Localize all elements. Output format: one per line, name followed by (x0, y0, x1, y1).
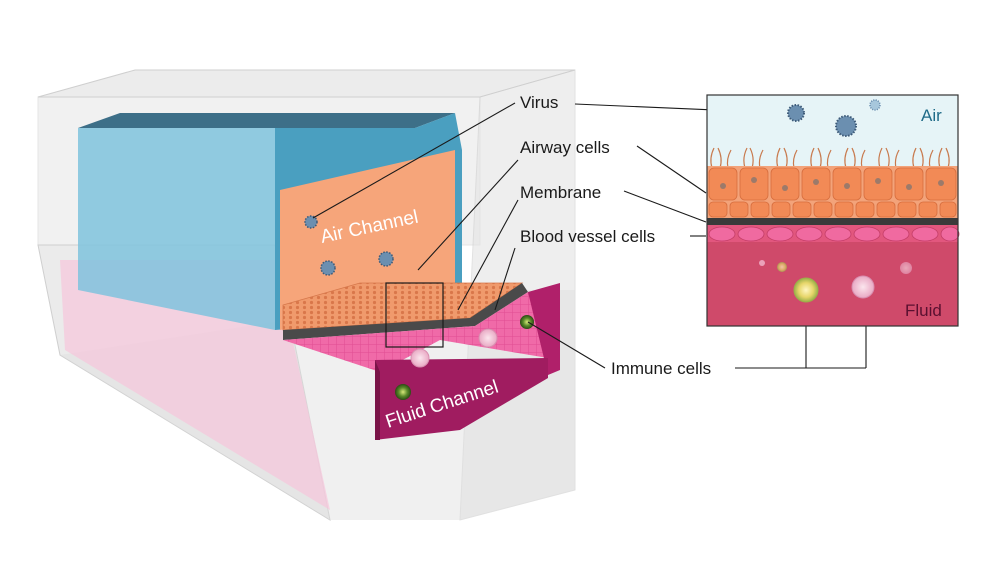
label-airway-cells: Airway cells (520, 138, 610, 157)
virus-chip-2 (320, 260, 336, 276)
label-immune-cells: Immune cells (611, 359, 711, 378)
immune-cell-chip-4 (395, 384, 411, 400)
virus-chip-1 (304, 215, 318, 229)
inset-panel: Air Fluid (706, 94, 960, 327)
immune-cell-inset-4 (900, 262, 912, 274)
membrane-layer (283, 283, 528, 340)
air-channel-top (78, 113, 455, 128)
immune-cell-inset-2 (851, 275, 875, 299)
immune-cell-inset-3 (777, 262, 787, 272)
inset-air-label: Air (921, 106, 942, 125)
callout-labels: Virus Airway cells Membrane Blood vessel… (520, 93, 711, 378)
fluid-channel-right-wall (528, 283, 560, 375)
fluid-channel-floor (283, 288, 548, 372)
zoom-box (385, 282, 444, 348)
label-virus: Virus (520, 93, 558, 112)
chip: Air Channel Fluid Channel (37, 69, 576, 522)
immune-cell-inset-1 (793, 277, 819, 303)
virus-chip-3 (378, 251, 394, 267)
inset-border (706, 94, 959, 327)
inset-vessel-cells (707, 225, 960, 242)
fluid-channel-lip (375, 360, 380, 440)
virus-inset-1 (787, 104, 805, 122)
inset-fluid-label: Fluid (905, 301, 942, 320)
immune-cell-chip-3 (520, 315, 534, 329)
label-blood-vessel-cells: Blood vessel cells (520, 227, 655, 246)
fluid-channel-front (375, 358, 548, 440)
inset-airway-cells (707, 166, 958, 218)
inset-membrane (707, 218, 958, 225)
air-channel-front (78, 128, 275, 330)
inset-fluid-region (707, 240, 958, 326)
virus-inset-3 (869, 99, 881, 111)
immune-cell-inset-5 (759, 260, 765, 266)
virus-inset-2 (835, 115, 857, 137)
immune-cell-chip-2 (478, 328, 498, 348)
label-membrane: Membrane (520, 183, 601, 202)
immune-cell-chip-1 (410, 348, 430, 368)
